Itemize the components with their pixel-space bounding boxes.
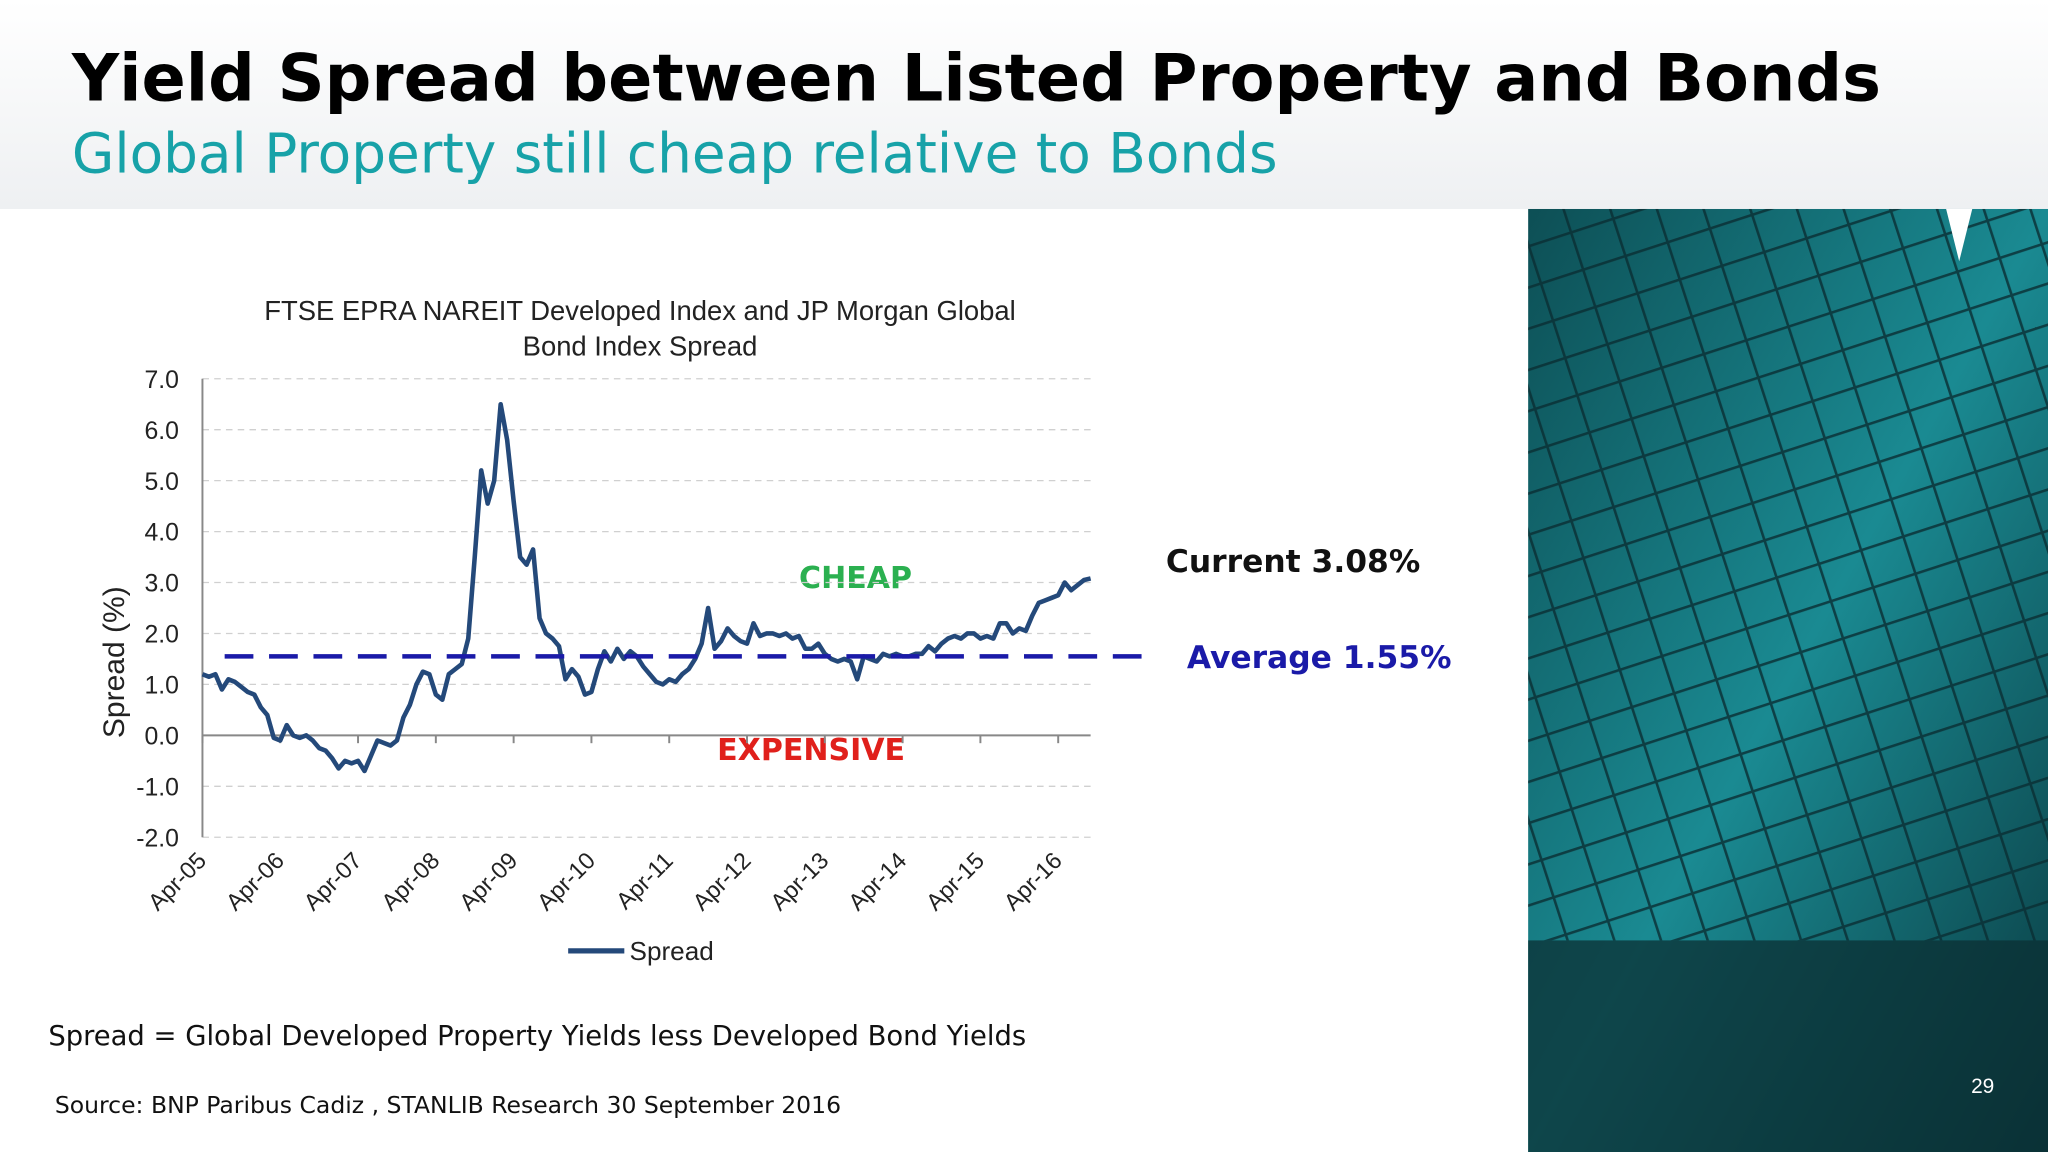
y-tick-label: 2.0 <box>144 622 178 649</box>
current-label: Current 3.08% <box>1166 544 1420 580</box>
y-tick-label: 4.0 <box>144 520 178 547</box>
x-tick-label: Apr-14 <box>843 847 911 915</box>
x-tick-label: Apr-05 <box>143 847 211 915</box>
y-tick-label: 0.0 <box>144 723 178 750</box>
x-tick-label: Apr-10 <box>532 847 600 915</box>
y-tick-label: 5.0 <box>144 469 178 496</box>
x-tick-label: Apr-09 <box>454 847 522 915</box>
source: Source: BNP Paribus Cadiz , STANLIB Rese… <box>55 1091 841 1119</box>
x-tick-label: Apr-08 <box>376 847 444 915</box>
cheap-label: CHEAP <box>799 561 912 596</box>
y-tick-label: 3.0 <box>144 571 178 598</box>
y-tick-label: 6.0 <box>144 418 178 445</box>
slide-title: Yield Spread between Listed Property and… <box>71 41 1881 117</box>
x-tick-label: Apr-13 <box>765 847 833 915</box>
y-axis-label: Spread (%) <box>98 586 131 738</box>
expensive-label: EXPENSIVE <box>717 733 905 768</box>
photo <box>1528 208 2048 1152</box>
x-tick-label: Apr-07 <box>299 847 367 915</box>
legend-label: Spread <box>630 936 714 966</box>
x-tick-label: Apr-15 <box>921 847 989 915</box>
average-label: Average 1.55% <box>1187 640 1452 676</box>
x-tick-label: Apr-12 <box>688 847 756 915</box>
footnote: Spread = Global Developed Property Yield… <box>48 1021 1026 1052</box>
y-tick-label: 7.0 <box>144 367 178 394</box>
chart-title: Bond Index Spread <box>523 330 758 361</box>
page-number: 29 <box>1971 1075 1994 1098</box>
slide-subtitle: Global Property still cheap relative to … <box>72 121 1278 185</box>
y-tick-label: -1.0 <box>136 774 179 801</box>
series-line <box>201 401 1092 774</box>
x-tick-label: Apr-06 <box>221 847 289 915</box>
y-tick-label: -2.0 <box>136 825 179 852</box>
x-tick-label: Apr-16 <box>999 847 1067 915</box>
x-tick-label: Apr-11 <box>611 847 678 914</box>
header-band <box>0 0 2048 209</box>
y-tick-label: 1.0 <box>144 673 178 700</box>
chart-title: FTSE EPRA NAREIT Developed Index and JP … <box>264 295 1016 326</box>
